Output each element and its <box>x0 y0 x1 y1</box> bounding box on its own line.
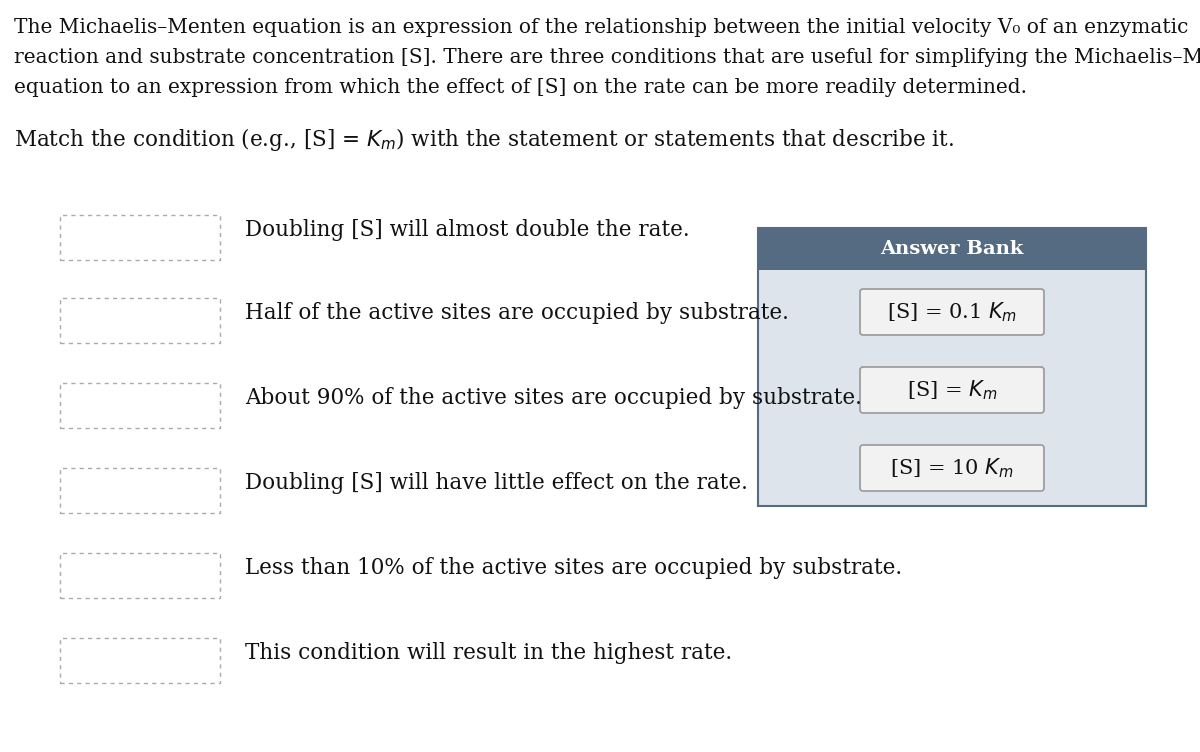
Bar <box>60 215 220 260</box>
Bar <box>60 553 220 598</box>
Text: equation to an expression from which the effect of [S] on the rate can be more r: equation to an expression from which the… <box>14 78 1027 97</box>
Text: Less than 10% of the active sites are occupied by substrate.: Less than 10% of the active sites are oc… <box>245 557 902 579</box>
FancyBboxPatch shape <box>860 289 1044 335</box>
FancyBboxPatch shape <box>860 445 1044 491</box>
Text: Doubling [S] will have little effect on the rate.: Doubling [S] will have little effect on … <box>245 472 748 494</box>
Text: [S] = 0.1 $K_m$: [S] = 0.1 $K_m$ <box>887 300 1018 324</box>
Bar <box>60 383 220 428</box>
Bar <box>60 298 220 343</box>
Text: [S] = 10 $K_m$: [S] = 10 $K_m$ <box>890 456 1014 480</box>
Text: reaction and substrate concentration [S]. There are three conditions that are us: reaction and substrate concentration [S]… <box>14 48 1200 67</box>
Text: Doubling [S] will almost double the rate.: Doubling [S] will almost double the rate… <box>245 219 690 241</box>
Text: About 90% of the active sites are occupied by substrate.: About 90% of the active sites are occupi… <box>245 387 862 409</box>
FancyBboxPatch shape <box>860 367 1044 413</box>
Bar <box>60 638 220 683</box>
Text: This condition will result in the highest rate.: This condition will result in the highes… <box>245 642 732 664</box>
Text: [S] = $K_m$: [S] = $K_m$ <box>907 378 997 402</box>
FancyBboxPatch shape <box>758 228 1146 506</box>
Text: The Michaelis–Menten equation is an expression of the relationship between the i: The Michaelis–Menten equation is an expr… <box>14 18 1188 37</box>
Bar <box>60 468 220 513</box>
Text: Match the condition (e.g., [S] = $K_m$) with the statement or statements that de: Match the condition (e.g., [S] = $K_m$) … <box>14 126 954 153</box>
Text: Answer Bank: Answer Bank <box>881 240 1024 258</box>
FancyBboxPatch shape <box>758 228 1146 270</box>
Text: Half of the active sites are occupied by substrate.: Half of the active sites are occupied by… <box>245 302 788 324</box>
